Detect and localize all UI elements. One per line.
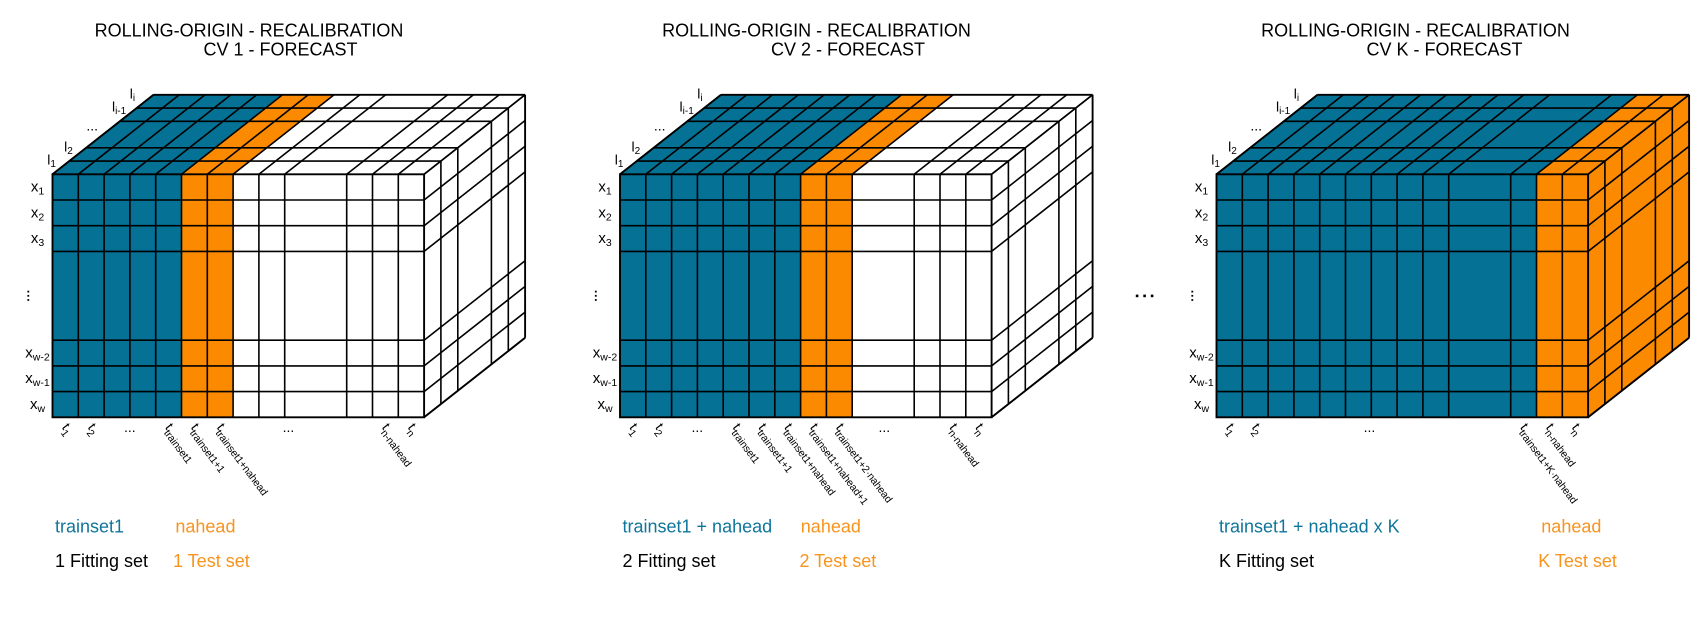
svg-text:li: li	[697, 85, 702, 104]
svg-text:trainset1: trainset1	[55, 517, 124, 537]
svg-text:...: ...	[86, 118, 98, 134]
svg-text:trainset1 + nahead: trainset1 + nahead	[623, 517, 773, 537]
svg-text:l1: l1	[1211, 152, 1220, 171]
svg-text:...: ...	[878, 419, 890, 435]
svg-text:ROLLING-ORIGIN - RECALIBRATION: ROLLING-ORIGIN - RECALIBRATION	[1261, 21, 1570, 41]
svg-text:K Fitting set: K Fitting set	[1219, 551, 1314, 571]
svg-text:2 Fitting set: 2 Fitting set	[623, 551, 716, 571]
svg-text:1 Test set: 1 Test set	[173, 551, 250, 571]
svg-text:...: ...	[654, 118, 666, 134]
svg-text:l2: l2	[64, 138, 73, 157]
svg-text:...: ...	[1250, 118, 1262, 134]
svg-text:K Test set: K Test set	[1538, 551, 1617, 571]
svg-text:nahead: nahead	[801, 517, 861, 537]
svg-text:ROLLING-ORIGIN - RECALIBRATION: ROLLING-ORIGIN - RECALIBRATION	[662, 21, 971, 41]
svg-text:...: ...	[1364, 419, 1376, 435]
svg-text:nahead: nahead	[175, 517, 235, 537]
svg-text:l2: l2	[632, 138, 641, 157]
svg-text:li: li	[1294, 85, 1299, 104]
svg-text:...: ...	[124, 419, 136, 435]
svg-text:...: ...	[691, 419, 703, 435]
svg-text:li: li	[130, 85, 135, 104]
svg-text:l1: l1	[47, 152, 56, 171]
svg-text:CV 2 - FORECAST: CV 2 - FORECAST	[771, 40, 925, 60]
svg-text:...: ...	[283, 419, 295, 435]
svg-text:l1: l1	[615, 152, 624, 171]
svg-text:ROLLING-ORIGIN - RECALIBRATION: ROLLING-ORIGIN - RECALIBRATION	[95, 21, 404, 41]
svg-text:CV 1 - FORECAST: CV 1 - FORECAST	[203, 40, 357, 60]
svg-text:l2: l2	[1228, 138, 1237, 157]
svg-text:nahead: nahead	[1541, 517, 1601, 537]
svg-text:1 Fitting set: 1 Fitting set	[55, 551, 148, 571]
svg-text:2 Test set: 2 Test set	[800, 551, 877, 571]
svg-text:trainset1 + nahead x K: trainset1 + nahead x K	[1219, 517, 1400, 537]
svg-text:CV K - FORECAST: CV K - FORECAST	[1366, 40, 1522, 60]
